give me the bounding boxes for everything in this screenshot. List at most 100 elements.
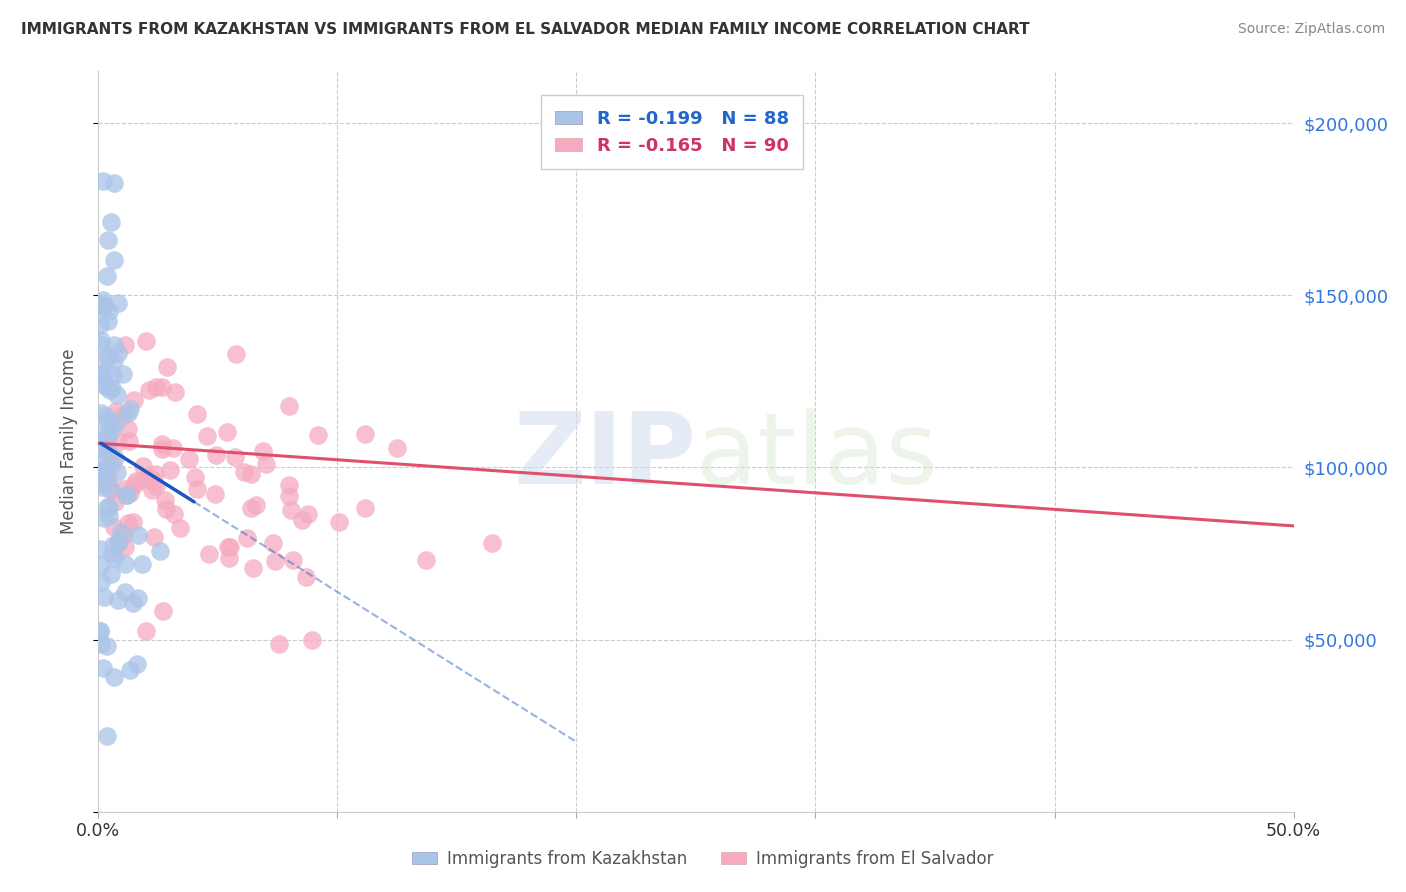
Point bbox=[103, 252, 125, 267]
Point bbox=[415, 553, 437, 567]
Point bbox=[90, 474, 112, 488]
Point bbox=[385, 441, 408, 455]
Point bbox=[91, 480, 114, 494]
Point bbox=[159, 463, 181, 477]
Point bbox=[118, 434, 141, 449]
Point bbox=[145, 479, 167, 493]
Point bbox=[94, 461, 117, 475]
Point bbox=[90, 406, 112, 420]
Point bbox=[90, 477, 112, 491]
Point bbox=[354, 500, 377, 515]
Point bbox=[98, 509, 121, 524]
Point bbox=[117, 516, 139, 530]
Point bbox=[115, 488, 138, 502]
Point bbox=[114, 541, 136, 555]
Point bbox=[91, 174, 114, 188]
Point bbox=[262, 535, 284, 549]
Point bbox=[94, 409, 117, 423]
Point bbox=[177, 451, 200, 466]
Point bbox=[107, 593, 129, 607]
Point bbox=[89, 624, 111, 638]
Point bbox=[107, 534, 129, 549]
Point bbox=[90, 333, 112, 347]
Point bbox=[93, 591, 115, 605]
Point bbox=[127, 591, 149, 605]
Point bbox=[112, 527, 135, 541]
Point bbox=[131, 558, 153, 572]
Point bbox=[94, 432, 117, 446]
Point bbox=[104, 550, 127, 565]
Point bbox=[97, 500, 120, 514]
Point bbox=[217, 541, 239, 555]
Point bbox=[278, 478, 301, 492]
Point bbox=[100, 567, 122, 582]
Point bbox=[89, 442, 111, 457]
Text: IMMIGRANTS FROM KAZAKHSTAN VS IMMIGRANTS FROM EL SALVADOR MEDIAN FAMILY INCOME C: IMMIGRANTS FROM KAZAKHSTAN VS IMMIGRANTS… bbox=[21, 22, 1029, 37]
Point bbox=[100, 420, 122, 434]
Point bbox=[118, 401, 141, 416]
Point bbox=[104, 450, 127, 465]
Point bbox=[149, 544, 172, 558]
Point bbox=[198, 547, 221, 561]
Point bbox=[354, 427, 377, 442]
Point bbox=[163, 507, 186, 521]
Point bbox=[93, 367, 115, 381]
Point bbox=[162, 441, 184, 455]
Point bbox=[135, 624, 157, 638]
Point bbox=[96, 445, 118, 459]
Point bbox=[107, 296, 129, 310]
Point bbox=[240, 500, 263, 515]
Point bbox=[98, 304, 121, 318]
Point bbox=[114, 557, 136, 571]
Point bbox=[242, 561, 264, 575]
Point bbox=[112, 482, 135, 496]
Point bbox=[204, 448, 226, 462]
Point bbox=[153, 492, 176, 507]
Point bbox=[135, 334, 157, 348]
Point bbox=[225, 347, 247, 361]
Point bbox=[219, 540, 242, 554]
Point bbox=[103, 670, 125, 684]
Point bbox=[152, 604, 174, 618]
Point bbox=[89, 318, 111, 332]
Point bbox=[100, 457, 122, 471]
Point bbox=[91, 661, 114, 675]
Point bbox=[103, 519, 125, 533]
Point bbox=[232, 465, 254, 479]
Point bbox=[240, 467, 263, 482]
Point bbox=[103, 353, 125, 368]
Point bbox=[122, 392, 145, 407]
Y-axis label: Median Family Income: Median Family Income bbox=[59, 349, 77, 534]
Point bbox=[103, 176, 125, 190]
Point bbox=[105, 465, 128, 479]
Legend: Immigrants from Kazakhstan, Immigrants from El Salvador: Immigrants from Kazakhstan, Immigrants f… bbox=[406, 844, 1000, 875]
Point bbox=[122, 596, 145, 610]
Point bbox=[89, 297, 111, 311]
Point bbox=[186, 407, 208, 421]
Text: Source: ZipAtlas.com: Source: ZipAtlas.com bbox=[1237, 22, 1385, 37]
Point bbox=[252, 443, 274, 458]
Point bbox=[103, 538, 125, 552]
Point bbox=[98, 481, 121, 495]
Point bbox=[110, 524, 132, 539]
Point bbox=[97, 438, 120, 452]
Point bbox=[138, 471, 160, 485]
Point bbox=[89, 624, 111, 638]
Point bbox=[98, 483, 121, 497]
Point bbox=[155, 501, 177, 516]
Point bbox=[281, 552, 304, 566]
Point bbox=[297, 507, 319, 521]
Point bbox=[117, 488, 139, 502]
Point bbox=[280, 503, 302, 517]
Point bbox=[263, 554, 285, 568]
Point bbox=[111, 367, 134, 381]
Point bbox=[125, 475, 148, 489]
Point bbox=[107, 536, 129, 550]
Point bbox=[141, 483, 163, 497]
Point bbox=[90, 467, 112, 481]
Point bbox=[97, 466, 120, 480]
Point bbox=[96, 425, 118, 439]
Point bbox=[94, 452, 117, 467]
Point bbox=[97, 444, 120, 458]
Point bbox=[184, 470, 207, 484]
